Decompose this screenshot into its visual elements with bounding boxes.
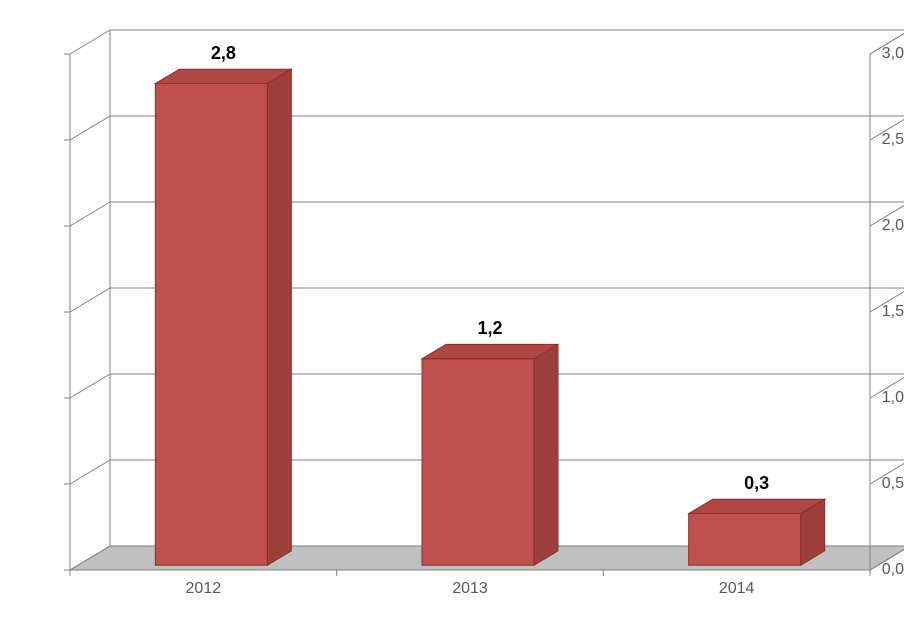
chart-svg: [0, 0, 904, 632]
y-tick-label: 3,0: [846, 45, 904, 63]
bar-value-label: 0,3: [744, 473, 769, 494]
bar-value-label: 1,2: [477, 318, 502, 339]
y-tick-label: 2,5: [846, 131, 904, 149]
y-tick-label: 2,0: [846, 217, 904, 235]
x-tick-label: 2014: [719, 580, 755, 598]
bar-chart-3d: 0,0 0,5 1,0 1,5 2,0 2,5 3,0 2,8 2012 1,2 2013 0,3 20…: [0, 0, 904, 632]
x-tick-label: 2013: [452, 580, 488, 598]
x-tick-label: 2012: [186, 580, 222, 598]
bar-value-label: 2,8: [211, 43, 236, 64]
y-tick-label: 0,5: [846, 475, 904, 493]
y-tick-label: 1,0: [846, 389, 904, 407]
y-tick-label: 1,5: [846, 303, 904, 321]
y-tick-label: 0,0: [846, 561, 904, 579]
